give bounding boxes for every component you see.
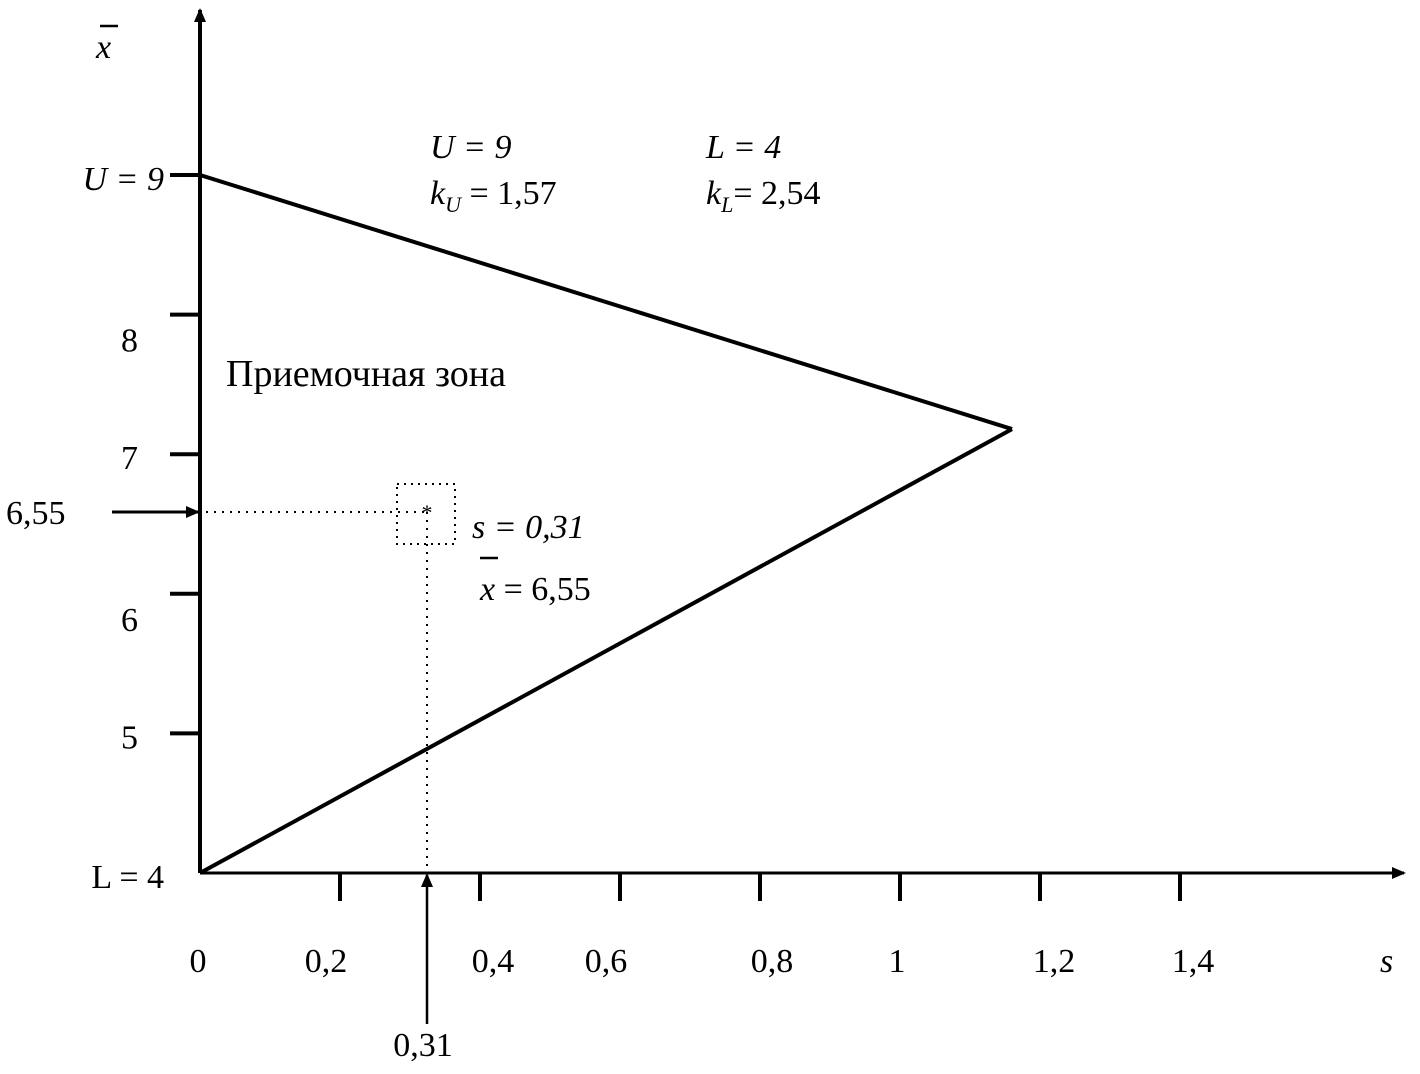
- y-tick-label: 6: [121, 602, 138, 639]
- boundary-line-1: [199, 173, 1013, 431]
- x-tick-label: 0,2: [305, 943, 348, 980]
- marker-s-label: s = 0,31: [472, 509, 585, 546]
- param-ku: kU = 1,57: [430, 175, 557, 217]
- x-tick-label: 1,4: [1172, 943, 1215, 980]
- y-tick-label: 5: [121, 719, 138, 756]
- x-tick-label: 0,8: [751, 943, 794, 980]
- marker-point: *: [422, 500, 433, 525]
- x-ticks: 0 0,2 0,4 0,6 0,8 1 1,2 1,4: [190, 873, 1215, 980]
- svg-text:x: x: [95, 29, 111, 66]
- x-tick-label: 1: [889, 943, 906, 980]
- x-axis-title: s: [1380, 943, 1393, 980]
- param-l: L = 4: [705, 129, 781, 166]
- y-tick-label: U = 9: [83, 161, 165, 198]
- params-block: U = 9 kU = 1,57 L = 4 kL= 2,54: [430, 129, 821, 217]
- x-value-label: 0,31: [393, 1027, 453, 1064]
- y-tick-label: 8: [121, 323, 138, 360]
- x-tick-label: 0,4: [472, 943, 515, 980]
- y-tick-label: L = 4: [91, 859, 164, 896]
- y-tick-label: 7: [121, 440, 138, 477]
- param-kl: kL= 2,54: [706, 175, 821, 217]
- y-value-label: 6,55: [6, 495, 66, 532]
- marker-box: [396, 483, 456, 546]
- x-tick-label: 1,2: [1033, 943, 1076, 980]
- marker-x-label: x = 6,55: [479, 571, 591, 608]
- boundary-line-2: [199, 427, 1013, 875]
- marker-group: * 6,55 0,31 s = 0,31 x = 6,55: [6, 483, 591, 1064]
- y-axis-title: x: [95, 24, 118, 66]
- series-group: [199, 173, 1013, 875]
- param-u: U = 9: [430, 129, 512, 166]
- acceptance-zone-label: Приемочная зона: [226, 353, 506, 395]
- y-ticks: U = 9 8 7 6 5 L = 4: [83, 161, 200, 896]
- x-tick-label: 0,6: [585, 943, 628, 980]
- x-tick-label: 0: [190, 943, 207, 980]
